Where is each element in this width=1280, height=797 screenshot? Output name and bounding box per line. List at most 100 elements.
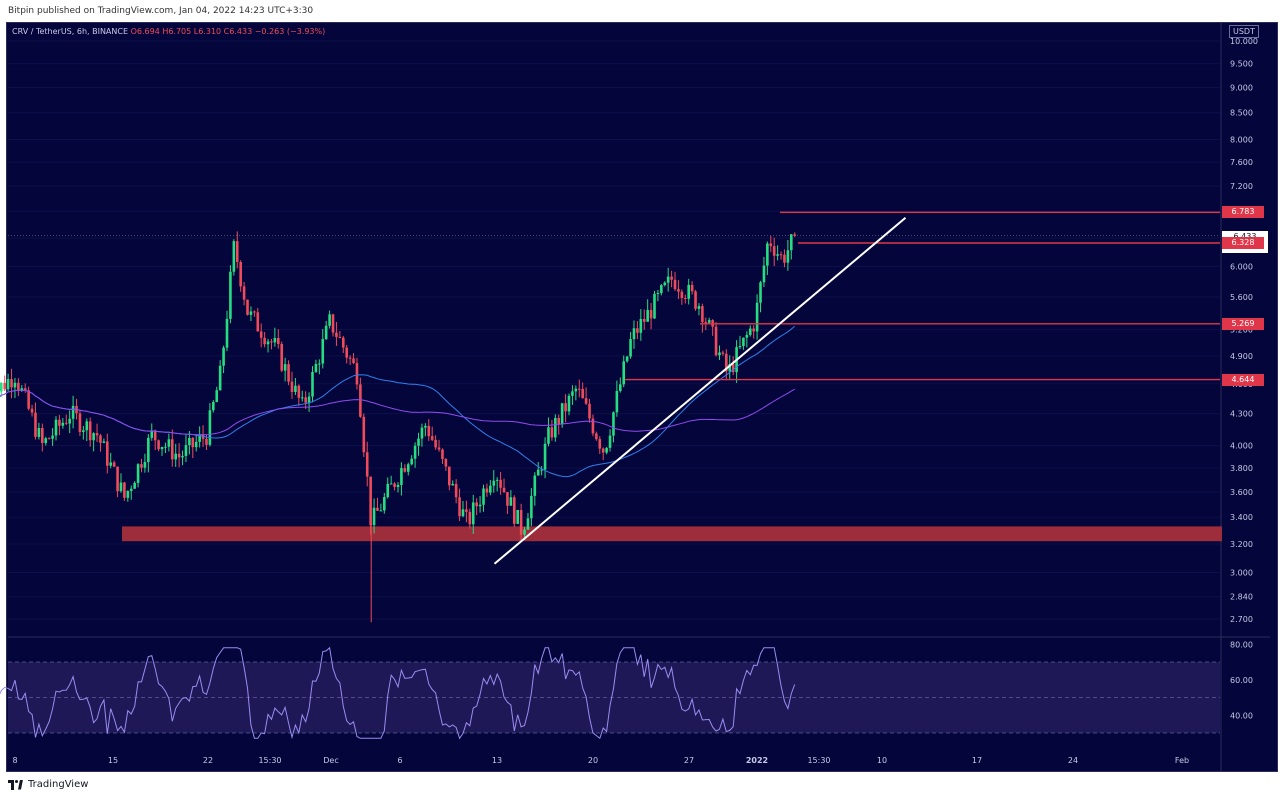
candle-body xyxy=(47,438,51,440)
candle-body xyxy=(290,381,294,392)
candle-body xyxy=(314,363,318,372)
candle-body xyxy=(71,405,75,419)
candle-body xyxy=(369,476,372,526)
y-tick-label: 3.800 xyxy=(1230,464,1253,473)
candle-body xyxy=(666,276,670,283)
candle-body xyxy=(331,314,335,333)
trendline[interactable] xyxy=(493,217,907,565)
rsi-pane[interactable]: 80.00 60.00 40.00 xyxy=(0,640,1253,740)
rsi-tick-label: 80.00 xyxy=(1230,640,1253,649)
candle-body xyxy=(417,438,420,446)
candle-body xyxy=(766,243,769,266)
support-zone[interactable] xyxy=(122,526,1222,542)
x-axis[interactable]: 8 15 22 15:30 Dec 6 13 20 27 2022 15:30 10 17 24 Feb xyxy=(12,756,1189,765)
candle-body xyxy=(482,488,485,505)
moving-average-blue xyxy=(0,325,796,478)
candle-body xyxy=(591,418,595,434)
candle-body xyxy=(649,309,653,319)
candle-body xyxy=(106,441,109,466)
tradingview-logo[interactable]: TradingView xyxy=(8,779,88,790)
candle-body xyxy=(393,483,396,487)
candle-body xyxy=(694,291,697,309)
candle-body xyxy=(636,328,639,333)
candle-body xyxy=(502,487,506,493)
candle-body xyxy=(44,438,48,444)
y-tick-label: 2.840 xyxy=(1230,593,1253,602)
y-axis[interactable]: 10.0009.5009.0008.5008.0007.6007.2006.80… xyxy=(1230,37,1258,624)
candle-body xyxy=(560,403,564,425)
moving-average-purple xyxy=(0,388,795,436)
candle-body xyxy=(677,289,680,292)
y-tick-label: 6.000 xyxy=(1230,263,1253,272)
y-tick-label: 10.000 xyxy=(1230,37,1258,46)
y-tick-label: 8.500 xyxy=(1230,109,1253,118)
candle-body xyxy=(99,435,102,443)
candle-body xyxy=(687,284,690,299)
candle-body xyxy=(581,388,584,399)
x-tick-label: 27 xyxy=(684,756,694,765)
candle-body xyxy=(519,509,523,535)
candle-body xyxy=(119,482,123,492)
candle-body xyxy=(270,341,273,343)
candle-body xyxy=(512,497,516,524)
candle-body xyxy=(742,337,745,347)
candle-body xyxy=(300,397,304,399)
candle-body xyxy=(550,427,554,438)
candle-body xyxy=(0,382,3,392)
candle-body xyxy=(88,421,92,441)
candle-body xyxy=(348,357,352,359)
candle-body xyxy=(61,422,65,426)
candle-body xyxy=(485,488,489,493)
candle-body xyxy=(776,254,779,256)
candle-body xyxy=(372,507,376,526)
candle-body xyxy=(140,464,143,468)
candle-body xyxy=(355,363,359,385)
candle-body xyxy=(530,495,533,519)
x-tick-label: 8 xyxy=(12,756,17,765)
candle-body xyxy=(478,504,482,507)
candle-body xyxy=(78,413,82,432)
candle-body xyxy=(673,279,677,290)
candle-body xyxy=(451,483,455,486)
symbol-legend: CRV / TetherUS, 6h, BINANCE O6.694 H6.70… xyxy=(12,27,325,36)
candle-body xyxy=(615,390,619,413)
candle-body xyxy=(229,271,232,319)
candle-body xyxy=(683,297,687,299)
candle-body xyxy=(188,437,191,446)
candle-body xyxy=(772,246,776,256)
candle-body xyxy=(307,396,311,403)
candle-body xyxy=(577,388,581,390)
candle-body xyxy=(499,479,502,488)
candle-body xyxy=(752,328,755,332)
candle-body xyxy=(389,483,393,485)
brand-name: TradingView xyxy=(28,779,89,790)
candle-body xyxy=(523,529,526,535)
candle-body xyxy=(246,299,249,315)
y-tick-label: 2.700 xyxy=(1230,615,1253,624)
candle-body xyxy=(341,337,345,348)
x-tick-label: 15:30 xyxy=(807,756,830,765)
candle-body xyxy=(194,441,198,448)
candle-body xyxy=(335,332,338,337)
candle-body xyxy=(153,430,157,441)
candle-body xyxy=(181,456,184,458)
candle-body xyxy=(51,435,54,439)
candle-body xyxy=(133,482,136,489)
candle-body xyxy=(642,318,646,322)
candle-body xyxy=(109,462,113,466)
candle-body xyxy=(324,325,328,340)
candle-body xyxy=(714,326,718,356)
candle-body xyxy=(557,417,561,425)
candle-body xyxy=(779,254,783,256)
candle-body xyxy=(123,482,126,498)
candle-body xyxy=(174,453,177,460)
tradingview-logo-icon xyxy=(8,779,24,790)
candle-body xyxy=(167,439,171,447)
candles[interactable] xyxy=(0,231,797,623)
candle-body xyxy=(17,382,20,390)
candle-body xyxy=(68,418,71,424)
candle-body xyxy=(690,284,694,292)
candle-body xyxy=(725,353,728,372)
level-price-tag: 5.269 xyxy=(1222,317,1264,330)
